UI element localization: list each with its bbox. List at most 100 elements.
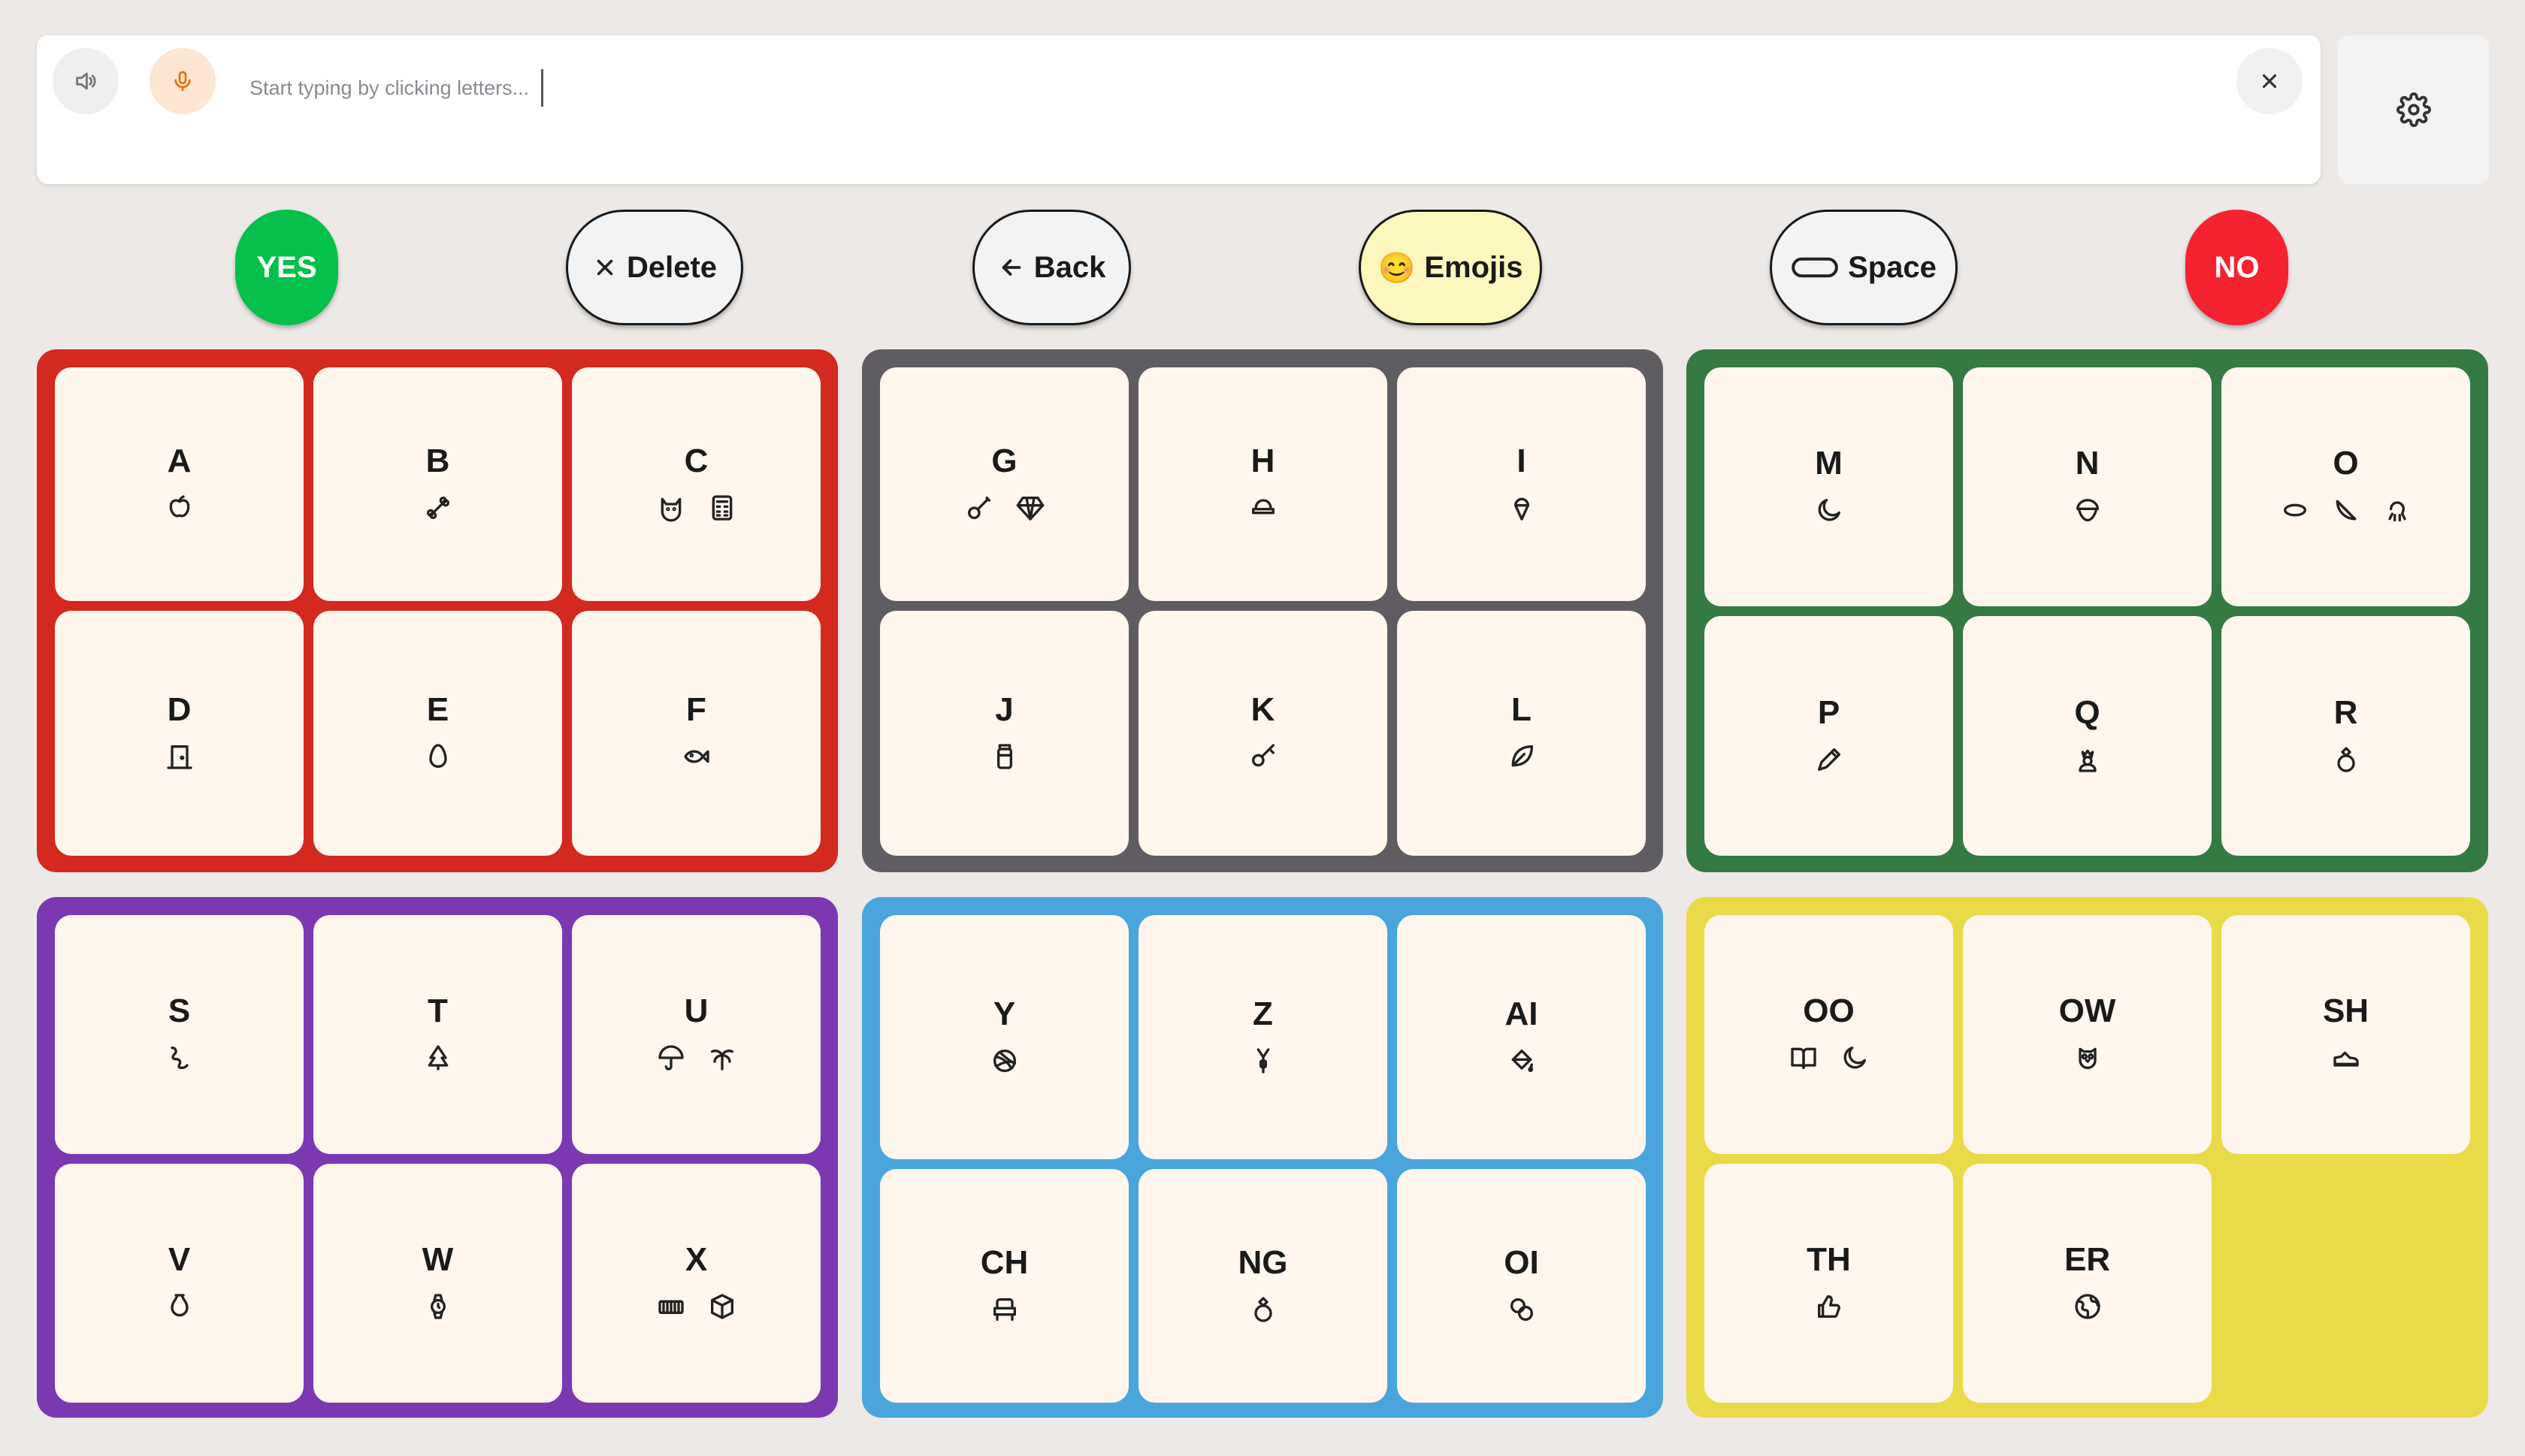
earth-icon [2073, 1291, 2103, 1322]
letter-key-ai[interactable]: AI [1397, 915, 1646, 1159]
letter-key-oo[interactable]: OO [1704, 915, 1953, 1154]
snake-icon [165, 1043, 195, 1073]
emojis-button[interactable]: 😊 Emojis [1359, 210, 1542, 325]
letter-key-g[interactable]: G [880, 367, 1129, 601]
letter-key-l[interactable]: L [1397, 611, 1646, 856]
nut-icon [2073, 495, 2103, 525]
letter-label: U [684, 992, 709, 1029]
letter-key-u[interactable]: U [572, 915, 821, 1154]
letter-icons [990, 1044, 1020, 1077]
letter-key-m[interactable]: M [1704, 367, 1953, 606]
letter-icons [656, 491, 737, 524]
letter-key-y[interactable]: Y [880, 915, 1129, 1159]
space-label: Space [1848, 250, 1937, 284]
guitar-icon [964, 493, 994, 523]
letter-key-er[interactable]: ER [1963, 1164, 2212, 1403]
letter-label: C [684, 442, 709, 479]
letter-key-ng[interactable]: NG [1139, 1169, 1387, 1403]
letter-icons [2073, 494, 2103, 527]
letter-key-k[interactable]: K [1139, 611, 1387, 856]
letter-key-th[interactable]: TH [1704, 1164, 1953, 1403]
thumbs-up-icon [1814, 1291, 1844, 1322]
letter-key-w[interactable]: W [313, 1164, 562, 1403]
back-button[interactable]: Back [972, 210, 1131, 325]
letter-icons [2331, 1041, 2361, 1074]
chair-icon [990, 1294, 1020, 1325]
back-label: Back [1033, 250, 1106, 284]
letter-label: R [2333, 693, 2358, 731]
microphone-icon [174, 71, 191, 92]
letter-icons [2073, 1290, 2103, 1323]
letter-icons [2280, 494, 2412, 527]
letter-key-o[interactable]: O [2221, 367, 2470, 606]
yes-button[interactable]: YES [235, 210, 338, 325]
letter-label: TH [1807, 1241, 1851, 1278]
letter-label: OO [1803, 992, 1855, 1029]
letter-icons [1248, 1293, 1278, 1326]
moon-icon [1814, 495, 1844, 525]
letter-panel-purple: S T U V W X [37, 897, 838, 1418]
ring-icon [1248, 1294, 1278, 1325]
book-icon [1789, 1043, 1819, 1073]
letter-key-ow[interactable]: OW [1963, 915, 2212, 1154]
close-icon [2262, 74, 2277, 89]
letter-icons [2331, 743, 2361, 776]
owl-icon [2073, 1043, 2103, 1073]
letter-label: F [686, 691, 706, 728]
letter-key-s[interactable]: S [55, 915, 304, 1154]
box-icon [707, 1291, 737, 1322]
octopus-icon [2382, 495, 2412, 525]
yes-label: YES [256, 250, 317, 284]
letter-icons [990, 740, 1020, 773]
delete-button[interactable]: Delete [566, 210, 743, 325]
text-input-bar[interactable]: Start typing by clicking letters... [37, 35, 2321, 184]
letter-icons [165, 740, 195, 773]
letter-key-r[interactable]: R [2221, 616, 2470, 856]
letter-label: E [426, 691, 449, 728]
ice-cream-icon [1507, 493, 1537, 523]
space-button[interactable]: Space [1770, 210, 1958, 325]
letter-key-i[interactable]: I [1397, 367, 1646, 601]
delete-label: Delete [626, 250, 718, 284]
letter-key-q[interactable]: Q [1963, 616, 2212, 856]
letter-key-c[interactable]: C [572, 367, 821, 601]
letter-label: S [168, 992, 191, 1029]
letter-panel-red: A B C D E F [37, 349, 838, 872]
letter-label: V [168, 1241, 191, 1278]
letter-label: N [2075, 445, 2100, 482]
letter-key-j[interactable]: J [880, 611, 1129, 856]
letter-key-e[interactable]: E [313, 611, 562, 856]
letter-key-z[interactable]: Z [1139, 915, 1387, 1159]
letter-key-oi[interactable]: OI [1397, 1169, 1646, 1403]
letter-key-n[interactable]: N [1963, 367, 2212, 606]
settings-button[interactable] [2338, 35, 2489, 184]
coins-icon [1507, 1294, 1537, 1325]
letter-key-h[interactable]: H [1139, 367, 1387, 601]
letter-label: OI [1504, 1243, 1539, 1281]
letter-key-f[interactable]: F [572, 611, 821, 856]
letter-key-v[interactable]: V [55, 1164, 304, 1403]
orange-slice-icon [2331, 495, 2361, 525]
xylophone-icon [656, 1291, 686, 1322]
letter-icons [423, 1041, 453, 1074]
letter-key-a[interactable]: A [55, 367, 304, 601]
letter-key-d[interactable]: D [55, 611, 304, 856]
arrow-left-icon [1002, 259, 1021, 276]
letter-key-ch[interactable]: CH [880, 1169, 1129, 1403]
clear-button[interactable] [2236, 48, 2303, 114]
letter-key-p[interactable]: P [1704, 616, 1953, 856]
letter-label: X [685, 1241, 708, 1278]
microphone-button[interactable] [150, 48, 216, 114]
letter-key-x[interactable]: X [572, 1164, 821, 1403]
close-icon [597, 259, 613, 276]
letter-icons [656, 1290, 737, 1323]
letter-label: AI [1504, 995, 1538, 1032]
no-button[interactable]: NO [2185, 210, 2288, 325]
letter-key-sh[interactable]: SH [2221, 915, 2470, 1154]
letter-label: NG [1238, 1243, 1288, 1281]
speak-button[interactable] [53, 48, 119, 114]
letter-key-b[interactable]: B [313, 367, 562, 601]
text-input[interactable]: Start typing by clicking letters... [249, 69, 544, 107]
letter-key-t[interactable]: T [313, 915, 562, 1154]
letter-icons [1248, 1044, 1278, 1077]
